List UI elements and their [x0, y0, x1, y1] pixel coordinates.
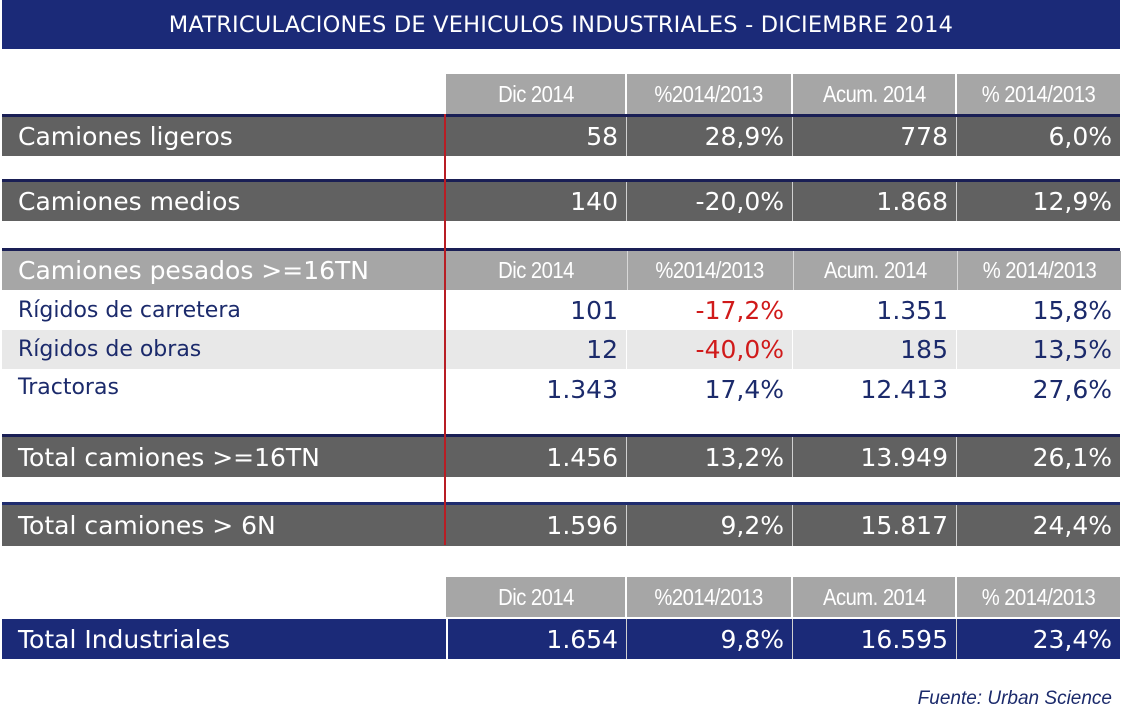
table-row-total-6n: Total camiones > 6N 1.596 9,2% 15.817 24… — [2, 502, 1120, 546]
table-row-total-industriales: Total Industriales 1.654 9,8% 16.595 23,… — [2, 619, 1120, 659]
table-row-rigidos-carretera: Rígidos de carretera 101 -17,2% 1.351 15… — [2, 291, 1120, 330]
cell-pct-acum: 6,0% — [956, 117, 1120, 156]
col-header-text: Dic 2014 — [497, 80, 574, 107]
col-header-text: Acum. 2014 — [822, 80, 926, 107]
cell-dic: 1.596 — [546, 511, 618, 540]
cell-pct-month: 17,4% — [704, 374, 784, 404]
cell-pct-acum: 13,5% — [956, 330, 1120, 369]
cell-dic: 101 — [570, 296, 618, 325]
col-header-pct-month: %2014/2013 — [627, 577, 791, 617]
cell-pct-month: 9,2% — [626, 505, 792, 546]
col-header-pct-acum: % 2014/2013 — [957, 577, 1120, 617]
cell-pct-acum: 15,8% — [1032, 296, 1112, 325]
col-header-dic-2014: Dic 2014 — [446, 577, 625, 617]
col-header-text: % 2014/2013 — [981, 583, 1096, 610]
row-label: Rígidos de carretera — [18, 298, 241, 323]
cell-pct-month: 9,8% — [626, 619, 792, 659]
col-header-text: Dic 2014 — [497, 257, 574, 283]
table-row-total-16tn: Total camiones >=16TN 1.456 13,2% 13.949… — [2, 434, 1120, 477]
cell-pct-month: 13,2% — [626, 437, 792, 477]
cell-pct-acum: 27,6% — [1032, 374, 1112, 404]
col-header-text: Acum. 2014 — [823, 257, 927, 283]
col-header-text: % 2014/2013 — [981, 80, 1096, 107]
col-header-dic-2014: Dic 2014 — [446, 74, 625, 114]
cell-dic: 1.456 — [546, 442, 618, 472]
cell-acum: 778 — [792, 117, 956, 156]
col-header-text: % 2014/2013 — [982, 257, 1097, 283]
col-header-text: %2014/2013 — [655, 257, 765, 283]
table-row-camiones-medios: Camiones medios 140 -20,0% 1.868 12,9% — [2, 179, 1120, 221]
table-row-camiones-ligeros: Camiones ligeros 58 28,9% 778 6,0% — [2, 114, 1120, 156]
cell-dic: 140 — [570, 187, 618, 216]
cell-acum: 15.817 — [792, 505, 956, 546]
cell-acum: 12.413 — [860, 374, 948, 404]
cell-pct-acum: 12,9% — [956, 182, 1120, 221]
cell-acum: 1.351 — [876, 296, 948, 325]
col-header-text: %2014/2013 — [654, 80, 764, 107]
cell-pct-month: 28,9% — [626, 117, 792, 156]
col-header-text: Dic 2014 — [497, 583, 574, 610]
cell-pct-month: -40,0% — [626, 330, 792, 369]
row-label: Camiones medios — [18, 187, 241, 216]
cell-pct-acum: 24,4% — [956, 505, 1120, 546]
table-row-rigidos-obras: Rígidos de obras 12 -40,0% 185 13,5% — [2, 330, 1120, 369]
col-header-pct-acum: % 2014/2013 — [957, 74, 1120, 114]
section-label: Camiones pesados >=16TN — [18, 256, 369, 285]
cell-dic: 12 — [586, 335, 618, 364]
col-header-pct-month: %2014/2013 — [627, 74, 791, 114]
row-label: Total camiones > 6N — [18, 511, 276, 540]
cell-dic: 1.654 — [446, 619, 626, 659]
cell-acum: 16.595 — [792, 619, 956, 659]
row-label: Total camiones >=16TN — [18, 442, 320, 472]
col-header-text: Acum. 2014 — [822, 583, 926, 610]
col-header-pct-month: %2014/2013 — [627, 251, 792, 290]
report-title: MATRICULACIONES DE VEHICULOS INDUSTRIALE… — [2, 0, 1120, 49]
source-note: Fuente: Urban Science — [917, 688, 1112, 709]
row-label: Total Industriales — [18, 624, 230, 654]
row-label: Tractoras — [18, 375, 119, 400]
col-header-acum-2014: Acum. 2014 — [793, 251, 956, 290]
col-header-acum-2014: Acum. 2014 — [793, 577, 955, 617]
col-header-text: %2014/2013 — [654, 583, 764, 610]
cell-acum: 13.949 — [792, 437, 956, 477]
row-label: Rígidos de obras — [18, 337, 202, 362]
cell-pct-month: -17,2% — [695, 296, 784, 325]
cell-dic: 58 — [586, 122, 618, 151]
column-divider-line — [444, 114, 446, 545]
cell-dic: 1.343 — [546, 374, 618, 404]
row-label: Camiones ligeros — [18, 122, 233, 151]
col-header-dic-2014: Dic 2014 — [446, 251, 625, 290]
col-header-pct-acum: % 2014/2013 — [957, 251, 1121, 290]
cell-acum: 185 — [792, 330, 956, 369]
table-row-tractoras: Tractoras 1.343 17,4% 12.413 27,6% — [2, 369, 1120, 409]
cell-pct-month: -20,0% — [626, 182, 792, 221]
col-header-acum-2014: Acum. 2014 — [793, 74, 955, 114]
cell-pct-acum: 26,1% — [956, 437, 1120, 477]
cell-acum: 1.868 — [792, 182, 956, 221]
cell-pct-acum: 23,4% — [956, 619, 1120, 659]
